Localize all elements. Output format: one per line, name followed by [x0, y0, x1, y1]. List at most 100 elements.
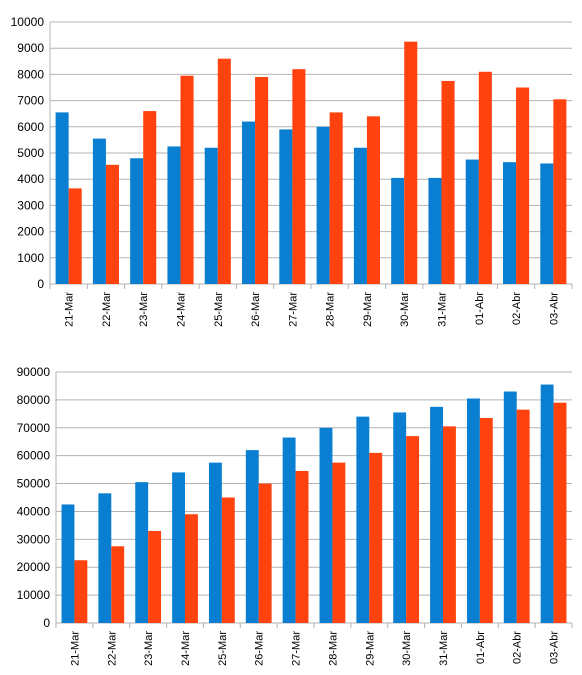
x-tick-label: 22-Mar: [101, 292, 113, 327]
bar-series-1-01-Abr: [465, 159, 479, 284]
bar-series-2-31-Mar: [443, 426, 456, 623]
bar-series-2-01-Abr: [478, 71, 492, 284]
x-tick-label: 24-Mar: [180, 631, 192, 666]
y-tick-label: 8000: [17, 67, 44, 81]
bar-series-1-25-Mar: [208, 462, 222, 623]
y-tick-label: 40000: [17, 504, 51, 518]
x-tick-label: 21-Mar: [69, 631, 81, 666]
x-tick-label: 26-Mar: [250, 292, 262, 327]
bar-series-1-26-Mar: [242, 121, 256, 284]
x-tick-label: 01-Abr: [474, 292, 486, 325]
y-tick-label: 4000: [17, 172, 44, 186]
bar-series-2-21-Mar: [68, 188, 82, 284]
x-tick-label: 27-Mar: [291, 631, 303, 666]
cumulative-bar-chart: 0 10000 20000 30000 40000 50000 60000 70000 8000…: [17, 365, 573, 666]
y-tick-label: 80000: [17, 393, 51, 407]
bar-series-1-30-Mar: [391, 177, 405, 284]
y-tick-label: 3000: [17, 198, 44, 212]
plot-area: 0 1000 2000 3000 4000 5000 6000 7000 8000 9000 100…: [11, 15, 573, 327]
bar-series-1-21-Mar: [61, 504, 75, 623]
y-tick-label: 0: [37, 277, 44, 291]
bar-series-1-24-Mar: [167, 146, 181, 284]
bar-series-1-25-Mar: [204, 147, 218, 284]
daily-bar-chart: 0 1000 2000 3000 4000 5000 6000 7000 8000 9000 100…: [11, 15, 573, 327]
x-tick-label: 24-Mar: [176, 292, 188, 327]
y-tick-label: 70000: [17, 421, 51, 435]
y-tick-label: 50000: [17, 477, 51, 491]
x-tick-label: 28-Mar: [327, 631, 339, 666]
bar-series-2-29-Mar: [369, 452, 383, 623]
x-tick-label: 29-Mar: [364, 631, 376, 666]
x-tick-label: 03-Abr: [549, 631, 561, 664]
x-tick-label: 01-Abr: [475, 631, 487, 664]
bar-series-2-26-Mar: [258, 483, 272, 623]
bar-series-1-22-Mar: [92, 138, 106, 284]
bar-series-1-03-Abr: [540, 384, 554, 623]
bar-series-2-22-Mar: [111, 546, 125, 623]
bar-series-1-29-Mar: [356, 416, 370, 623]
bar-series-1-01-Abr: [466, 398, 480, 623]
y-tick-label: 2000: [17, 225, 44, 239]
bar-series-2-02-Abr: [516, 409, 530, 623]
bar-series-2-31-Mar: [441, 80, 455, 284]
bar-series-1-23-Mar: [135, 482, 149, 623]
bar-series-2-21-Mar: [74, 560, 88, 623]
x-tick-label: 21-Mar: [64, 292, 76, 327]
x-tick-label: 03-Abr: [548, 292, 560, 325]
bar-series-2-26-Mar: [255, 77, 269, 285]
y-tick-label: 9000: [17, 41, 44, 55]
y-tick-label: 0: [43, 616, 50, 630]
bar-series-1-31-Mar: [428, 177, 442, 284]
x-tick-label: 30-Mar: [401, 631, 413, 666]
bar-series-2-22-Mar: [105, 164, 119, 284]
y-tick-label: 6000: [17, 120, 44, 134]
x-tick-label: 30-Mar: [399, 292, 411, 327]
x-tick-label: 28-Mar: [325, 292, 337, 327]
bar-series-2-23-Mar: [148, 530, 162, 623]
x-tick-label: 29-Mar: [362, 292, 374, 327]
bar-series-1-28-Mar: [319, 427, 333, 623]
bar-series-1-27-Mar: [279, 129, 293, 284]
bar-series-1-26-Mar: [245, 450, 259, 623]
bar-series-1-03-Abr: [540, 163, 554, 284]
bar-series-2-28-Mar: [332, 462, 346, 623]
bar-series-1-28-Mar: [316, 126, 330, 284]
bar-series-2-01-Abr: [479, 418, 493, 623]
bar-series-2-30-Mar: [406, 436, 420, 623]
y-tick-label: 10000: [11, 15, 45, 29]
bar-series-2-25-Mar: [221, 497, 235, 623]
x-tick-label: 23-Mar: [138, 292, 150, 327]
bar-series-1-27-Mar: [282, 437, 296, 623]
x-tick-label: 27-Mar: [287, 292, 299, 327]
bar-series-1-23-Mar: [130, 158, 144, 284]
y-tick-label: 1000: [17, 251, 44, 265]
bar-series-1-29-Mar: [353, 147, 367, 284]
y-tick-label: 7000: [17, 94, 44, 108]
x-tick-label: 26-Mar: [254, 631, 266, 666]
bar-series-1-02-Abr: [503, 391, 517, 623]
bar-series-2-28-Mar: [329, 112, 343, 284]
bar-series-1-22-Mar: [98, 493, 112, 623]
x-tick-label: 02-Abr: [512, 631, 524, 664]
bar-series-2-30-Mar: [404, 41, 418, 285]
y-tick-label: 10000: [17, 588, 51, 602]
bar-series-2-24-Mar: [180, 75, 194, 285]
x-tick-label: 31-Mar: [438, 631, 450, 666]
bar-series-2-03-Abr: [553, 402, 567, 623]
bar-series-1-24-Mar: [172, 472, 185, 623]
x-tick-label: 25-Mar: [217, 631, 229, 666]
bar-series-2-02-Abr: [516, 87, 530, 284]
y-tick-label: 20000: [17, 560, 51, 574]
x-tick-label: 02-Abr: [511, 292, 523, 325]
bar-series-2-25-Mar: [217, 58, 231, 285]
bar-series-2-29-Mar: [366, 116, 380, 284]
bar-series-1-30-Mar: [393, 412, 407, 623]
x-tick-label: 31-Mar: [437, 292, 449, 327]
bar-series-2-27-Mar: [295, 471, 309, 623]
y-tick-label: 60000: [17, 449, 51, 463]
y-tick-label: 30000: [17, 532, 51, 546]
y-tick-label: 90000: [17, 365, 51, 379]
bar-series-2-27-Mar: [292, 69, 306, 284]
plot-area: 0 10000 20000 30000 40000 50000 60000 70000 8000…: [17, 365, 573, 666]
bar-series-2-24-Mar: [185, 514, 198, 623]
